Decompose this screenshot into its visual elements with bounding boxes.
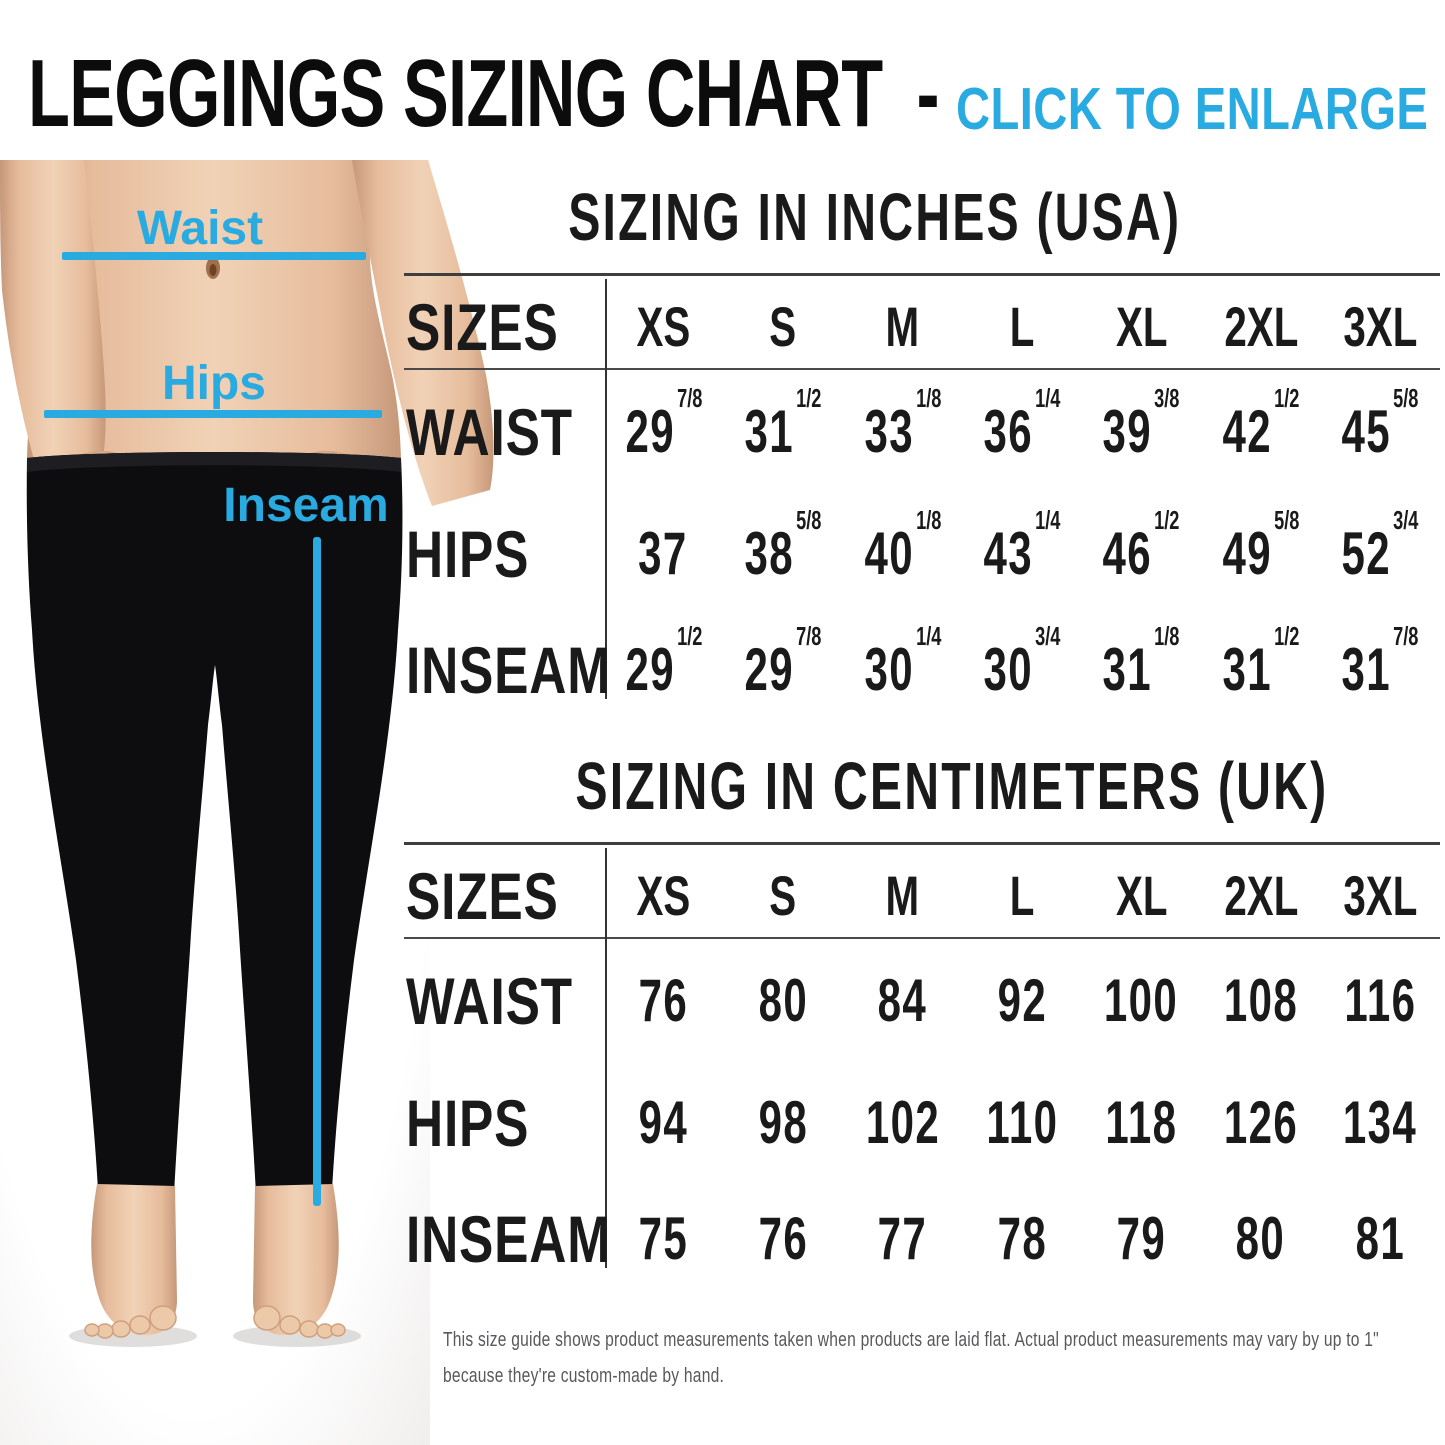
waist-guide-line [62, 252, 366, 260]
hips-row-inches: HIPS 37 385/8 401/8 431/4 461/2 495/8 52… [404, 505, 1440, 596]
value-cell: 81 [1355, 1205, 1406, 1272]
divider [404, 937, 1440, 939]
size-col-header: L [1009, 295, 1035, 358]
value-cell: 291/2 [625, 621, 703, 703]
value-cell: 301/4 [864, 621, 942, 703]
divider [404, 273, 1440, 276]
click-to-enlarge-link[interactable]: CLICK TO ENLARGE [956, 76, 1429, 142]
value-cell: 126 [1223, 1089, 1298, 1156]
value-cell: 75 [638, 1205, 689, 1272]
inseam-guide-label: Inseam [223, 479, 388, 532]
value-cell: 37 [637, 520, 688, 587]
cm-table-title: SIZING IN CENTIMETERS (UK) [575, 749, 1329, 824]
black-leggings [26, 452, 403, 1194]
hips-row-cm: HIPS 94 98 102 110 118 126 134 [404, 1081, 1440, 1165]
waist-guide-label: Waist [137, 202, 263, 255]
corner-label: SIZES [406, 859, 559, 933]
value-cell: 94 [638, 1089, 689, 1156]
row-label: WAIST [406, 964, 573, 1038]
value-cell: 78 [997, 1205, 1047, 1272]
inseam-row-cm: INSEAM 75 76 77 78 79 80 81 [404, 1197, 1440, 1281]
value-cell: 134 [1343, 1089, 1418, 1156]
cm-table: SIZING IN CENTIMETERS (UK) SIZES XS S M … [404, 753, 1440, 1313]
value-cell: 92 [997, 967, 1047, 1034]
value-cell: 297/8 [625, 383, 703, 465]
value-cell: 317/8 [1341, 621, 1419, 703]
waist-row-inches: WAIST 297/8 311/2 331/8 361/4 393/8 421/… [404, 383, 1440, 474]
size-col-header: M [885, 864, 920, 927]
divider [605, 848, 607, 1268]
value-cell: 80 [758, 967, 808, 1034]
value-cell: 79 [1116, 1205, 1167, 1272]
value-cell: 297/8 [744, 621, 822, 703]
size-guide-footnote: This size guide shows product measuremen… [443, 1322, 1445, 1394]
inches-table-title: SIZING IN INCHES (USA) [567, 180, 1182, 255]
value-cell: 118 [1105, 1089, 1178, 1156]
value-cell: 80 [1236, 1205, 1286, 1272]
value-cell: 100 [1104, 967, 1179, 1034]
inseam-row-inches: INSEAM 291/2 297/8 301/4 303/4 311/8 311… [404, 621, 1440, 712]
row-label: HIPS [406, 517, 530, 591]
value-cell: 76 [638, 967, 689, 1034]
sizes-header-row: SIZES XS S M L XL 2XL 3XL [404, 854, 1440, 938]
value-cell: 110 [986, 1089, 1058, 1156]
size-col-header: 2XL [1223, 864, 1298, 927]
value-cell: 461/2 [1102, 505, 1180, 587]
value-cell: 311/8 [1102, 621, 1180, 703]
value-cell: 311/2 [744, 383, 822, 465]
title-dash: - [916, 40, 940, 147]
row-label: INSEAM [406, 633, 611, 707]
row-label: INSEAM [406, 1202, 611, 1276]
value-cell: 421/2 [1222, 383, 1300, 465]
value-cell: 84 [877, 967, 928, 1034]
size-col-header: S [769, 295, 797, 358]
value-cell: 116 [1344, 967, 1417, 1034]
model-photo[interactable]: Waist Hips Inseam [0, 160, 520, 1445]
size-tables-panel: SIZING IN INCHES (USA) SIZES XS S M L XL… [404, 160, 1442, 1445]
inseam-guide-line [313, 537, 321, 1206]
value-cell: 523/4 [1341, 505, 1419, 587]
inches-table: SIZING IN INCHES (USA) SIZES XS S M L XL… [404, 184, 1440, 744]
value-cell: 495/8 [1222, 505, 1300, 587]
hips-guide-line [44, 410, 382, 418]
measurement-guides: Waist Hips Inseam [44, 202, 389, 1206]
value-cell: 76 [758, 1205, 808, 1272]
size-col-header: XL [1115, 295, 1168, 358]
value-cell: 311/2 [1222, 621, 1300, 703]
size-col-header: M [885, 295, 920, 358]
size-col-header: XS [636, 295, 691, 358]
value-cell: 393/8 [1102, 383, 1180, 465]
footnote-line-1: This size guide shows product measuremen… [443, 1329, 1379, 1351]
waist-row-cm: WAIST 76 80 84 92 100 108 116 [404, 959, 1440, 1043]
page-title: LEGGINGS SIZING CHART [28, 40, 883, 147]
size-col-header: 2XL [1223, 295, 1298, 358]
value-cell: 108 [1223, 967, 1298, 1034]
divider [404, 842, 1440, 845]
divider [404, 368, 1440, 370]
size-col-header: XL [1115, 864, 1168, 927]
size-col-header: L [1009, 864, 1035, 927]
value-cell: 98 [758, 1089, 808, 1156]
size-col-header: XS [636, 864, 691, 927]
footnote-line-2: because they're custom-made by hand. [443, 1365, 725, 1387]
value-cell: 102 [865, 1089, 940, 1156]
size-col-header: 3XL [1343, 864, 1418, 927]
value-cell: 455/8 [1341, 383, 1419, 465]
value-cell: 431/4 [983, 505, 1061, 587]
corner-label: SIZES [406, 290, 559, 364]
row-label: WAIST [406, 395, 573, 469]
value-cell: 331/8 [864, 383, 942, 465]
row-label: HIPS [406, 1086, 530, 1160]
value-cell: 385/8 [744, 505, 822, 587]
value-cell: 401/8 [864, 505, 942, 587]
value-cell: 303/4 [983, 621, 1061, 703]
divider [605, 279, 607, 699]
hips-guide-label: Hips [162, 357, 266, 410]
value-cell: 361/4 [983, 383, 1061, 465]
size-col-header: S [769, 864, 797, 927]
size-col-header: 3XL [1343, 295, 1418, 358]
sizes-header-row: SIZES XS S M L XL 2XL 3XL [404, 285, 1440, 369]
value-cell: 77 [877, 1205, 928, 1272]
